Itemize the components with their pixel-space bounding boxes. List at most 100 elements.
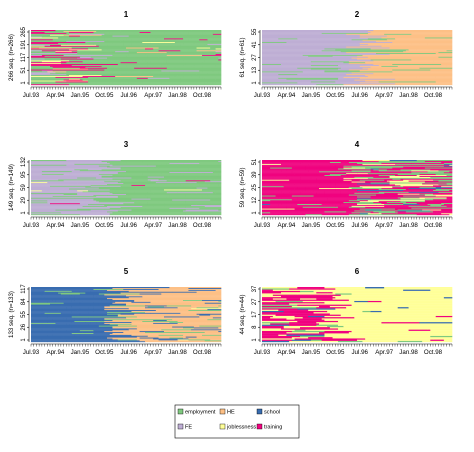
sequence-segment: [351, 293, 388, 295]
sequence-segment: [41, 339, 64, 341]
sequence-segment: [31, 48, 67, 50]
sequence-segment: [31, 296, 45, 298]
sequence-segment: [145, 182, 168, 184]
sequence-segment: [44, 289, 70, 291]
sequence-segment: [262, 57, 306, 59]
sequence-segment: [128, 51, 138, 53]
sequence-segment: [351, 302, 363, 304]
sequence-segment: [357, 339, 369, 341]
sequence-segment: [262, 34, 279, 36]
sequence-segment: [202, 32, 214, 34]
sequence-segment: [174, 41, 211, 43]
sequence-segment: [218, 305, 222, 307]
sequence-segment: [378, 340, 388, 343]
sequence-segment: [381, 187, 409, 190]
sequence-segment: [215, 289, 222, 291]
sequence-segment: [400, 323, 418, 325]
sequence-segment: [207, 338, 222, 340]
sequence-segment: [392, 339, 431, 341]
sequence-segment: [419, 313, 428, 315]
sequence-segment: [202, 299, 222, 301]
sequence-segment: [44, 296, 75, 298]
x-tick-label: Jan.95: [302, 349, 321, 356]
sequence-segment: [66, 207, 92, 209]
sequence-segment: [443, 207, 453, 209]
sequence-segment: [150, 71, 170, 73]
sequence-segment: [262, 191, 282, 193]
sequence-segment: [262, 182, 271, 184]
sequence-segment: [153, 324, 170, 326]
sequence-segment: [188, 322, 214, 324]
sequence-segment: [139, 295, 157, 297]
x-tick-label: Oct.95: [326, 92, 345, 99]
sequence-segment: [316, 38, 369, 40]
sequence-segment: [378, 201, 401, 203]
sequence-segment: [31, 34, 51, 36]
sequence-segment: [107, 40, 124, 42]
sequence-segment: [204, 82, 214, 84]
sequence-segment: [395, 174, 418, 176]
sequence-segment: [435, 330, 453, 333]
sequence-segment: [262, 177, 274, 179]
sequence-segment: [112, 71, 151, 73]
x-tick-label: Jul.93: [23, 349, 40, 356]
sequence-segment: [262, 302, 287, 304]
sequence-segment: [101, 74, 127, 76]
sequence-segment: [335, 160, 363, 162]
sequence-segment: [166, 53, 195, 55]
sequence-segment: [262, 162, 282, 164]
sequence-segment: [327, 325, 344, 328]
sequence-segment: [77, 310, 94, 312]
sequence-segment: [370, 170, 380, 172]
sequence-segment: [128, 208, 146, 210]
sequence-segment: [96, 172, 119, 174]
sequence-segment: [112, 327, 149, 329]
sequence-segment: [63, 339, 78, 341]
sequence-segment: [93, 198, 105, 200]
sequence-segment: [31, 205, 64, 207]
sequence-segment: [109, 186, 154, 188]
sequence-segment: [449, 66, 453, 68]
sequence-segment: [31, 200, 48, 202]
sequence-segment: [107, 52, 135, 54]
sequence-segment: [262, 52, 301, 54]
sequence-segment: [185, 180, 211, 182]
sequence-segment: [31, 308, 43, 310]
sequence-segment: [123, 289, 138, 291]
sequence-segment: [362, 54, 401, 56]
sequence-segment: [82, 331, 124, 333]
sequence-segment: [136, 52, 168, 54]
sequence-segment: [169, 77, 203, 79]
sequence-segment: [329, 195, 347, 197]
sequence-segment: [79, 214, 111, 216]
sequence-segment: [408, 194, 426, 196]
sequence-segment: [215, 31, 222, 33]
sequence-segment: [386, 206, 404, 208]
sequence-segment: [378, 58, 431, 60]
sequence-segment: [31, 31, 45, 33]
sequence-segment: [419, 57, 453, 59]
sequence-segment: [362, 333, 390, 335]
sequence-segment: [262, 190, 295, 192]
sequence-segment: [204, 331, 219, 333]
x-tick-label: Jul.96: [351, 222, 368, 229]
sequence-segment: [348, 312, 374, 314]
sequence-segment: [31, 182, 48, 184]
sequence-segment: [204, 302, 222, 304]
sequence-segment: [395, 36, 453, 38]
sequence-segment: [31, 291, 45, 293]
sequence-segment: [82, 75, 116, 77]
sequence-segment: [403, 186, 418, 188]
sequence-segment: [430, 314, 447, 316]
sequence-segment: [145, 194, 170, 196]
sequence-segment: [47, 321, 73, 323]
y-tick-label: 1: [21, 338, 27, 342]
sequence-segment: [44, 31, 70, 33]
sequence-segment: [120, 187, 162, 189]
sequence-segment: [44, 307, 67, 309]
sequence-segment: [370, 48, 418, 50]
sequence-segment: [193, 179, 222, 181]
sequence-segment: [31, 164, 67, 166]
sequence-segment: [191, 204, 222, 206]
